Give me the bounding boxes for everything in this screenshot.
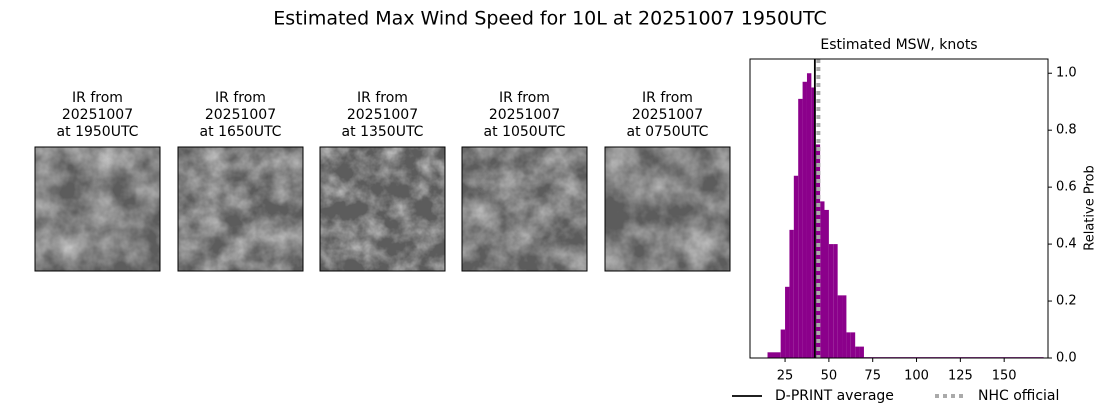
ir-image-frame xyxy=(319,146,446,272)
x-tick-label: 150 xyxy=(992,369,1017,384)
y-tick-label: 0.2 xyxy=(1056,294,1077,309)
panel-caption: 20251007 xyxy=(205,107,276,123)
ir-image-texture xyxy=(320,147,445,271)
panel-caption: at 0750UTC xyxy=(627,124,709,140)
panel-caption: IR from xyxy=(72,90,123,106)
y-tick-label: 0.4 xyxy=(1056,237,1077,252)
plot-frame xyxy=(749,58,1049,359)
bar xyxy=(789,229,794,358)
y-tick-label: 0.0 xyxy=(1056,351,1077,366)
chart: Estimated MSW, knots Relative Prob D-PRI… xyxy=(732,37,1098,404)
bar xyxy=(785,286,790,358)
x-tick-label: 100 xyxy=(904,369,929,384)
panel-caption: IR from xyxy=(642,90,693,106)
ir-image-frame xyxy=(604,146,731,272)
bar xyxy=(780,329,786,358)
bar xyxy=(859,346,864,358)
bar xyxy=(820,201,825,358)
x-tick-label: 75 xyxy=(864,369,881,384)
x-tick-label: 50 xyxy=(821,369,838,384)
ir-image-frame xyxy=(34,146,161,272)
ir-image-texture xyxy=(605,147,730,271)
x-tick-label: 25 xyxy=(777,369,794,384)
bar xyxy=(855,346,860,358)
legend-label: NHC official xyxy=(978,388,1059,404)
bar xyxy=(837,295,843,358)
panel-caption: at 1650UTC xyxy=(200,124,282,140)
y-tick-label: 1.0 xyxy=(1056,66,1077,81)
bar xyxy=(842,295,847,358)
ir-image-texture xyxy=(462,147,587,271)
ir-image-frame xyxy=(461,146,588,272)
panel-caption: 20251007 xyxy=(347,107,418,123)
y-tick-label: 0.8 xyxy=(1056,123,1077,138)
ir-image-texture xyxy=(35,147,160,271)
bar xyxy=(798,98,803,358)
figure-title: Estimated Max Wind Speed for 10L at 2025… xyxy=(273,8,827,30)
ir-image-frame xyxy=(177,146,304,272)
panel-caption: at 1350UTC xyxy=(342,124,424,140)
y-tick-label: 0.6 xyxy=(1056,180,1077,195)
bar xyxy=(846,332,851,358)
ir-image-texture xyxy=(178,147,303,271)
panel-caption: at 1950UTC xyxy=(57,124,139,140)
chart-title: Estimated MSW, knots xyxy=(820,37,977,53)
x-tick-label: 125 xyxy=(948,369,973,384)
panel-caption: IR from xyxy=(215,90,266,106)
panel-caption: IR from xyxy=(499,90,550,106)
panel-caption: 20251007 xyxy=(62,107,133,123)
bar xyxy=(767,352,781,358)
panel-caption: IR from xyxy=(357,90,408,106)
legend-label: D-PRINT average xyxy=(775,388,894,404)
bar xyxy=(811,87,816,358)
panel-caption: at 1050UTC xyxy=(484,124,566,140)
y-axis-label: Relative Prob xyxy=(1083,165,1098,250)
bar xyxy=(793,175,799,358)
bar xyxy=(850,332,856,358)
bar xyxy=(833,244,838,358)
bar xyxy=(802,81,807,359)
bar xyxy=(824,209,829,358)
bar xyxy=(828,244,834,358)
bar xyxy=(806,73,812,358)
panel-caption: 20251007 xyxy=(632,107,703,123)
panel-caption: 20251007 xyxy=(489,107,560,123)
